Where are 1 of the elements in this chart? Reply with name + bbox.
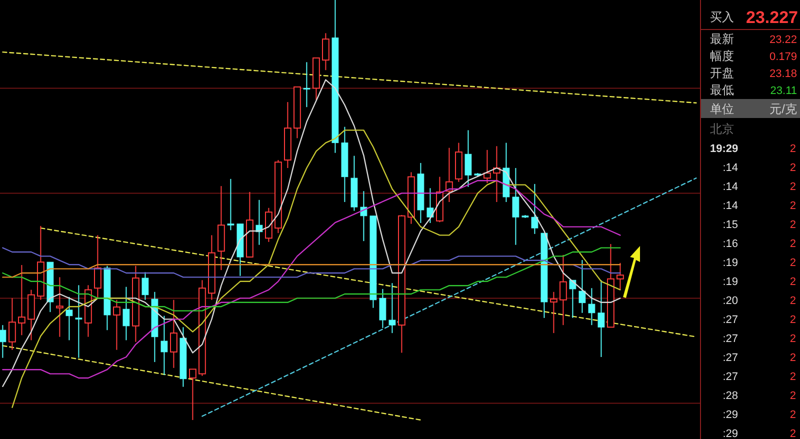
side-panel: 买入 23.227 最新 23.22 幅度 0.179 开盘 23.18 最低 23.11 单位 元/克 北京 19:29 2 :14 2 :14 2 :14 2 :15 2 :16 2 :19 2 :19 2 :20 2 :27 2 :27 2 :27 2 :27 2 :28 2 :29 2 :29 2 bbox=[700, 0, 800, 439]
